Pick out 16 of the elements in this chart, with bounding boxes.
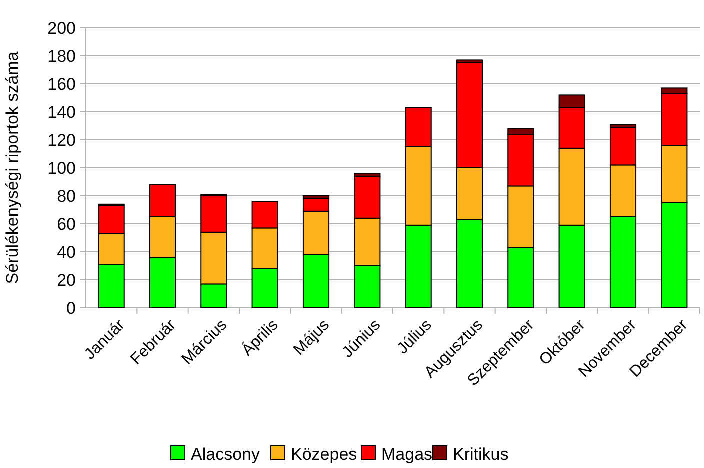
y-tick-label: 80 xyxy=(57,186,76,206)
y-tick-label: 100 xyxy=(48,158,76,178)
y-tick-label: 160 xyxy=(48,74,76,94)
y-tick-label: 120 xyxy=(48,130,76,150)
y-tick-label: 180 xyxy=(48,46,76,66)
legend-label: Kritikus xyxy=(453,444,509,464)
y-tick-label: 140 xyxy=(48,102,76,122)
legend-label: Magas xyxy=(382,444,433,464)
legend-label: Közepes xyxy=(291,444,358,464)
y-tick-label: 0 xyxy=(66,298,76,318)
y-tick-label: 200 xyxy=(48,18,76,38)
y-tick-label: 40 xyxy=(57,242,76,262)
y-tick-label: 60 xyxy=(57,214,76,234)
y-axis-title: Sérülékenységi riportok száma xyxy=(3,51,22,284)
y-tick-label: 20 xyxy=(57,270,76,290)
legend-label: Alacsony xyxy=(191,444,260,464)
